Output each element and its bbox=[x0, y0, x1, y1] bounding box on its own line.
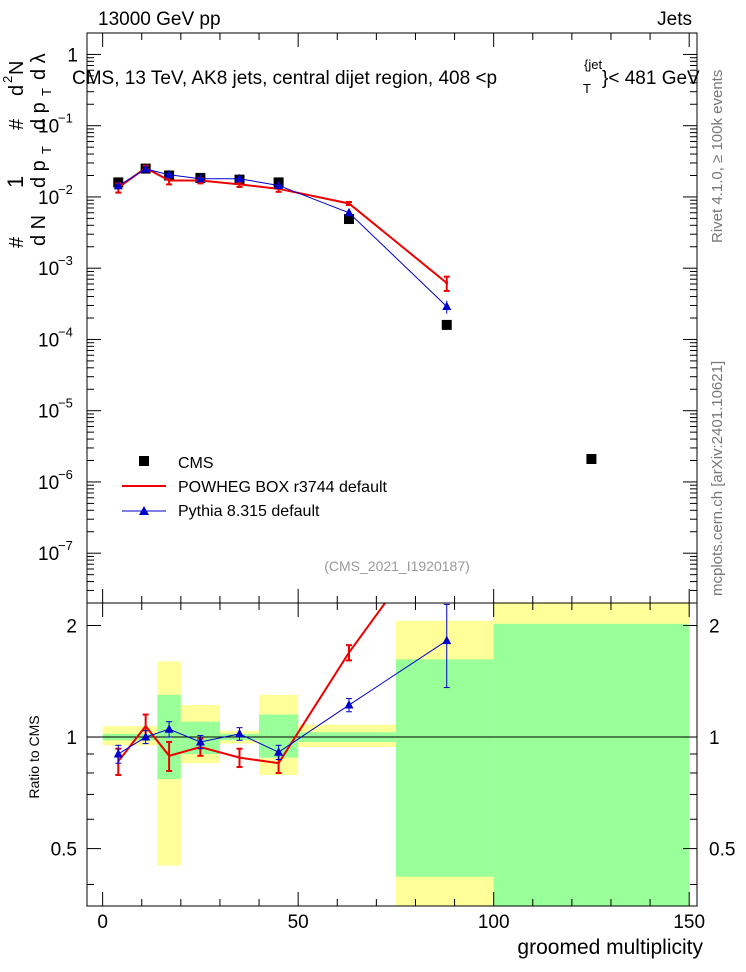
pythia-data-point bbox=[141, 163, 151, 173]
powheg-data-point bbox=[238, 182, 241, 186]
y-tick-label-exponent: −7 bbox=[58, 538, 73, 553]
y-tick-label: 10 bbox=[38, 544, 59, 565]
pythia-ratio-point bbox=[274, 747, 284, 756]
cms-data-point bbox=[586, 453, 597, 464]
y-tick-label: 10 bbox=[38, 117, 59, 138]
legend-pythia-label: Pythia 8.315 default bbox=[178, 503, 320, 520]
ylabel-part-6: # bbox=[6, 118, 28, 130]
pythia-ratio-point bbox=[113, 749, 123, 758]
pythia-ratio-point bbox=[344, 700, 354, 709]
ratio-y-tick-label-right: 1 bbox=[709, 728, 720, 749]
ylabel-part-9: N bbox=[6, 61, 28, 75]
ratio-y-tick-label-right: 2 bbox=[709, 616, 720, 637]
powheg-data-point bbox=[445, 281, 449, 285]
ratio-panel-bands bbox=[87, 603, 697, 906]
ylabel-part-3: d N bbox=[28, 215, 50, 246]
rivet-label: Rivet 4.1.0, ≥ 100k events bbox=[709, 70, 726, 243]
ylabel-part-12: d λ bbox=[28, 53, 50, 80]
y-tick-label: 10 bbox=[38, 259, 59, 280]
mcplots-label: mcplots.cern.ch [arXiv:2401.10621] bbox=[709, 361, 726, 596]
uncertainty-band-inner bbox=[493, 623, 690, 906]
header-right: Jets bbox=[657, 9, 692, 30]
x-tick-label: 50 bbox=[288, 912, 309, 933]
pythia-data-point bbox=[113, 180, 123, 190]
title-end-text: }< 481 GeV bbox=[602, 68, 700, 89]
y-tick-label: 1 bbox=[67, 45, 78, 66]
ratio-panel-axes: 0.5 0.5 1 1 2 2 0 50 100 150 bbox=[51, 602, 735, 933]
pythia-data-point bbox=[235, 173, 244, 183]
ylabel-part-7: d bbox=[6, 85, 28, 96]
pythia-ratio-point bbox=[195, 736, 205, 746]
powheg-ratio-line bbox=[117, 603, 387, 765]
x-tick-label: 100 bbox=[478, 912, 510, 933]
ratio-y-tick-label: 2 bbox=[66, 616, 77, 637]
uncertainty-band-inner bbox=[395, 659, 494, 877]
pythia-ratio-point bbox=[235, 728, 244, 738]
pythia-data-point bbox=[195, 173, 205, 183]
y-tick-label: 10 bbox=[38, 402, 59, 423]
legend-powheg-label: POWHEG BOX r3744 default bbox=[178, 479, 388, 496]
y-tick-label: 10 bbox=[38, 473, 59, 494]
title-main-text: CMS, 13 TeV, AK8 jets, central dijet reg… bbox=[72, 68, 497, 89]
y-tick-label: 10 bbox=[38, 330, 59, 351]
cms-data-point bbox=[343, 214, 354, 225]
legend-pythia-marker bbox=[139, 506, 149, 515]
legend-cms-label: CMS bbox=[178, 455, 214, 472]
pythia-data-point bbox=[164, 169, 174, 179]
y-tick-label-exponent: −6 bbox=[58, 467, 73, 482]
ratio-y-tick-label: 1 bbox=[66, 728, 77, 749]
ratio-y-tick-label: 0.5 bbox=[51, 840, 77, 861]
ylabel-part-2: # bbox=[6, 236, 28, 248]
powheg-data-point bbox=[167, 179, 171, 183]
ylabel-part-5: T bbox=[39, 146, 54, 154]
pythia-line bbox=[118, 168, 448, 307]
legend: CMS POWHEG BOX r3744 default Pythia 8.31… bbox=[122, 455, 388, 520]
legend-cms-marker bbox=[139, 456, 149, 466]
main-panel-data bbox=[113, 163, 597, 464]
ylabel-part-10: d p bbox=[28, 102, 50, 130]
pythia-data-point bbox=[274, 180, 284, 189]
y-tick-label-exponent: −2 bbox=[58, 182, 73, 197]
title-subscript: T bbox=[583, 81, 591, 96]
main-panel-axes: 110−110−210−310−410−510−610−7 bbox=[38, 32, 698, 604]
y-tick-label-exponent: −1 bbox=[58, 111, 73, 126]
y-tick-label: 10 bbox=[38, 188, 59, 209]
x-tick-label: 150 bbox=[673, 912, 705, 933]
y-tick-label-exponent: −3 bbox=[58, 253, 73, 268]
ratio-y-tick-label-right: 0.5 bbox=[709, 840, 735, 861]
ylabel-part-8: 2 bbox=[0, 76, 15, 83]
ratio-y-axis-label: Ratio to CMS bbox=[26, 715, 42, 798]
header-left: 13000 GeV pp bbox=[98, 9, 221, 30]
y-tick-label-exponent: −5 bbox=[58, 396, 73, 411]
x-axis-label: groomed multiplicity bbox=[517, 936, 703, 959]
pythia-ratio-point bbox=[141, 732, 151, 741]
pythia-ratio-point bbox=[442, 635, 452, 645]
ylabel-part-11: T bbox=[39, 88, 54, 96]
main-title: CMS, 13 TeV, AK8 jets, central dijet reg… bbox=[72, 57, 700, 96]
main-y-axis-label: 1 # d N d p T # d 2 N d p T d λ bbox=[0, 53, 54, 248]
ratio-panel-data bbox=[113, 603, 452, 776]
title-superscript: {jet bbox=[584, 57, 602, 72]
powheg-data-point bbox=[347, 201, 351, 205]
y-tick-label-exponent: −4 bbox=[58, 324, 73, 339]
ylabel-part-1: 1 bbox=[3, 176, 28, 188]
pythia-data-point bbox=[344, 207, 354, 217]
ylabel-part-4: d p bbox=[28, 160, 50, 188]
analysis-watermark: (CMS_2021_I1920187) bbox=[324, 558, 470, 574]
pythia-ratio-line bbox=[118, 640, 448, 755]
x-tick-label: 0 bbox=[97, 912, 108, 933]
cms-data-point bbox=[441, 319, 452, 330]
pythia-ratio-point bbox=[164, 724, 174, 733]
pythia-data-point bbox=[442, 301, 452, 311]
